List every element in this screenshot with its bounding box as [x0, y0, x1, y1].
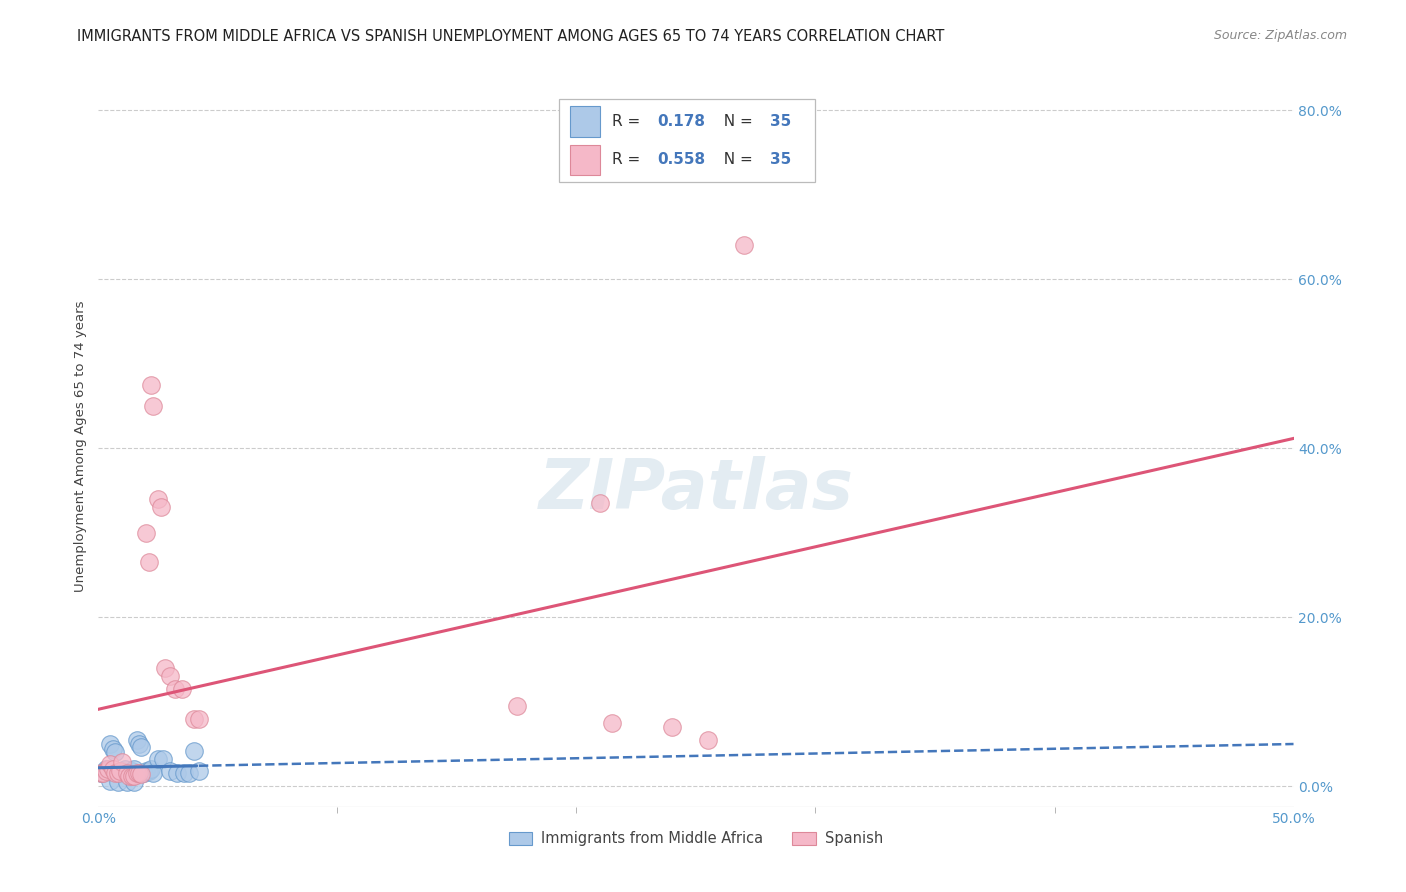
Point [108, 764, 131, 778]
Point [94, 762, 117, 776]
Point [152, 752, 174, 766]
Point [97, 764, 120, 778]
Text: IMMIGRANTS FROM MIDDLE AFRICA VS SPANISH UNEMPLOYMENT AMONG AGES 65 TO 74 YEARS : IMMIGRANTS FROM MIDDLE AFRICA VS SPANISH… [77, 29, 945, 44]
Point [733, 238, 755, 252]
Point [128, 737, 150, 751]
Text: ZIPatlas: ZIPatlas [538, 456, 853, 523]
Text: Source: ZipAtlas.com: Source: ZipAtlas.com [1213, 29, 1347, 42]
Point [125, 765, 148, 780]
Point [155, 661, 177, 675]
Point [101, 742, 124, 756]
Point [115, 775, 138, 789]
Point [111, 756, 134, 770]
Point [107, 775, 129, 789]
Point [661, 720, 683, 734]
Point [149, 500, 172, 515]
Point [138, 764, 160, 778]
Point [179, 765, 201, 780]
Point [602, 715, 624, 730]
Point [124, 762, 146, 776]
Point [142, 765, 165, 780]
Text: N =: N = [714, 153, 758, 168]
Point [506, 698, 529, 713]
Point [115, 765, 138, 780]
Point [697, 732, 720, 747]
Text: N =: N = [714, 114, 758, 129]
Point [183, 744, 205, 758]
Point [148, 752, 170, 766]
Point [138, 555, 160, 569]
Point [148, 491, 170, 506]
FancyBboxPatch shape [571, 145, 600, 175]
Point [115, 765, 138, 780]
Point [131, 767, 153, 781]
Text: 0.178: 0.178 [658, 114, 706, 129]
Point [187, 712, 209, 726]
Point [98, 757, 122, 772]
Point [135, 764, 157, 778]
Legend: Immigrants from Middle Africa, Spanish: Immigrants from Middle Africa, Spanish [503, 825, 889, 852]
Point [94, 764, 117, 778]
Point [159, 669, 181, 683]
Point [114, 762, 136, 776]
Point [183, 712, 205, 726]
Point [98, 737, 122, 751]
Text: 35: 35 [770, 114, 792, 129]
Point [98, 774, 122, 789]
Point [121, 769, 143, 783]
Text: 35: 35 [770, 153, 792, 168]
Point [104, 745, 127, 759]
Point [118, 765, 141, 780]
Point [118, 769, 141, 783]
FancyBboxPatch shape [571, 106, 600, 136]
Point [90, 765, 112, 780]
Point [159, 764, 181, 778]
Point [172, 681, 194, 696]
Point [124, 769, 146, 783]
Point [107, 765, 129, 780]
Point [90, 765, 112, 780]
Text: R =: R = [613, 114, 645, 129]
FancyBboxPatch shape [558, 99, 815, 182]
Point [97, 762, 120, 776]
Point [124, 775, 146, 789]
Point [131, 740, 153, 755]
Point [104, 765, 127, 780]
Point [132, 765, 155, 780]
Point [163, 681, 186, 696]
Point [139, 762, 162, 776]
Y-axis label: Unemployment Among Ages 65 to 74 years: Unemployment Among Ages 65 to 74 years [75, 301, 87, 591]
Point [111, 764, 134, 778]
Point [589, 496, 612, 510]
Point [125, 732, 148, 747]
Point [91, 765, 114, 780]
Text: 0.558: 0.558 [658, 153, 706, 168]
Point [121, 764, 143, 778]
Point [91, 765, 114, 780]
Point [139, 377, 162, 392]
Point [142, 399, 165, 413]
Point [187, 764, 209, 778]
Point [108, 765, 131, 780]
Point [166, 765, 188, 780]
Point [173, 765, 195, 780]
Point [128, 765, 150, 780]
Text: R =: R = [613, 153, 645, 168]
Point [101, 762, 124, 776]
Point [135, 525, 157, 540]
Point [107, 765, 129, 780]
